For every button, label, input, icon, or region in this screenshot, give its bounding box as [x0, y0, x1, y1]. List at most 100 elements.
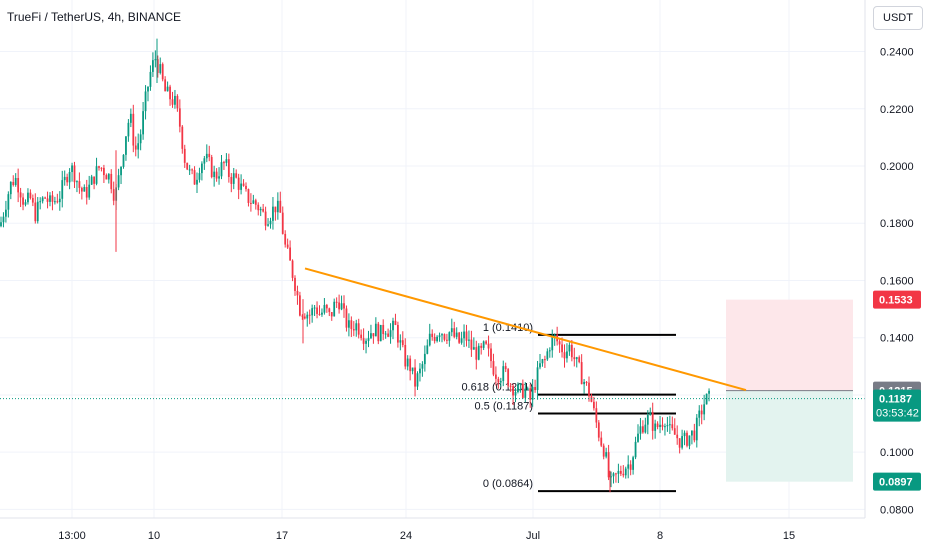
- candle-body: [103, 167, 105, 176]
- candle-body: [323, 304, 326, 313]
- candle-body: [71, 165, 73, 173]
- candle-body: [9, 181, 12, 195]
- candle-body: [399, 340, 402, 343]
- candle-body: [169, 86, 171, 100]
- candle-body: [191, 169, 193, 171]
- candle-body: [0, 222, 2, 227]
- candle-body: [308, 314, 311, 316]
- candle-body: [492, 361, 495, 375]
- candle-body: [428, 333, 431, 346]
- candle-body: [311, 308, 314, 316]
- fibonacci-retracement[interactable]: 1 (0.1410)0.618 (0.1201)0.5 (0.1187)0 (0…: [461, 322, 676, 493]
- candle-body: [328, 308, 331, 313]
- candle-body: [335, 301, 338, 303]
- candle-body: [27, 192, 29, 203]
- candle-body: [343, 303, 345, 309]
- candle-body: [39, 201, 42, 203]
- candle-body: [695, 417, 698, 441]
- candle-body: [348, 320, 350, 328]
- candle-body: [250, 202, 252, 204]
- currency-button[interactable]: USDT: [873, 6, 923, 30]
- candle-body: [262, 208, 265, 212]
- candle-body: [436, 336, 438, 342]
- candle-body: [279, 200, 282, 213]
- candle-body: [24, 202, 27, 205]
- candle-body: [372, 333, 375, 337]
- candle-body: [705, 393, 708, 405]
- candle-body: [526, 388, 529, 390]
- candle-body: [615, 473, 617, 475]
- take-profit-badge-label: 0.0897: [879, 477, 913, 489]
- candle-body: [443, 334, 446, 340]
- candle-body: [573, 357, 576, 360]
- candle-body: [188, 169, 191, 171]
- candle-body: [693, 430, 696, 441]
- candle-body: [183, 148, 186, 163]
- long-position-profit-zone[interactable]: [726, 390, 853, 482]
- candle-body: [517, 384, 519, 392]
- candle-body: [450, 328, 453, 333]
- trendline[interactable]: [304, 267, 747, 392]
- candle-body: [149, 71, 152, 87]
- candle-body: [14, 178, 17, 185]
- candle-body: [171, 99, 174, 105]
- price-tick-label: 0.1400: [880, 333, 914, 345]
- candle-body: [546, 351, 549, 360]
- candle-body: [664, 426, 666, 428]
- time-axis[interactable]: 13:00 10 17 24 Jul 8 15: [58, 530, 795, 542]
- candle-body: [2, 216, 5, 223]
- candle-body: [134, 145, 137, 150]
- candle-body: [553, 334, 556, 338]
- candle-body: [548, 350, 551, 352]
- fib-level-label: 0.5 (0.1187): [474, 401, 533, 413]
- candle-body: [61, 180, 64, 199]
- candle-body: [497, 378, 500, 383]
- candle-body: [453, 328, 456, 337]
- fib-level-label: 0 (0.0864): [483, 478, 533, 490]
- candle-body: [431, 333, 434, 337]
- candle-body: [303, 316, 306, 319]
- time-tick-label: 17: [276, 530, 288, 542]
- candle-body: [416, 373, 419, 387]
- candle-body: [333, 301, 336, 317]
- candle-body: [561, 344, 563, 353]
- candle-body: [377, 323, 380, 342]
- candle-body: [514, 391, 517, 396]
- candle-body: [619, 470, 622, 474]
- candle-body: [90, 176, 93, 185]
- candle-body: [622, 473, 625, 476]
- candle-body: [223, 162, 225, 164]
- candle-body: [264, 211, 267, 226]
- stop-loss-badge-label: 0.1533: [879, 295, 913, 307]
- candle-body: [232, 173, 235, 184]
- candle-body: [240, 183, 242, 190]
- candle-body: [313, 307, 316, 309]
- candle-body: [632, 457, 634, 470]
- candle-body: [125, 136, 127, 155]
- long-position-loss-zone[interactable]: [726, 299, 853, 391]
- time-tick-label: 10: [148, 530, 160, 542]
- candle-body: [539, 363, 541, 368]
- candle-body: [627, 464, 630, 469]
- price-tick-label: 0.2000: [880, 161, 914, 173]
- candle-body: [259, 208, 262, 211]
- candle-body: [661, 424, 664, 427]
- candle-body: [409, 358, 412, 372]
- stop-loss-badge: [873, 290, 921, 309]
- candle-body: [98, 166, 100, 168]
- price-axis[interactable]: 0.2400 0.2200 0.2000 0.1800 0.1600 0.1400 0.10…: [880, 47, 914, 517]
- price-tick-label: 0.1600: [880, 275, 914, 287]
- candle-body: [593, 401, 595, 409]
- candle-body: [127, 122, 130, 137]
- candle-body: [455, 332, 458, 337]
- candle-body: [122, 154, 125, 167]
- candle-body: [700, 410, 703, 415]
- candle-body: [237, 177, 240, 190]
- candle-body: [703, 404, 706, 415]
- candle-body: [360, 334, 363, 339]
- candle-body: [485, 341, 487, 344]
- candle-body: [272, 206, 274, 221]
- candle-body: [698, 410, 701, 418]
- candle-body: [524, 388, 527, 398]
